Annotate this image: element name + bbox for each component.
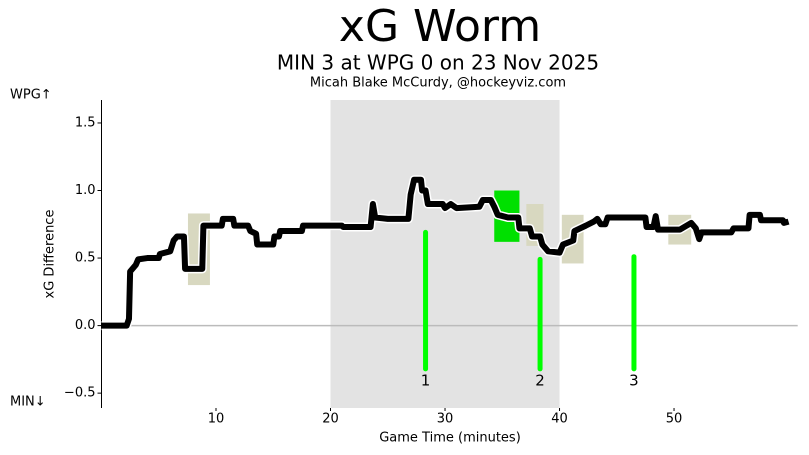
chart-subtitle: MIN 3 at WPG 0 on 23 Nov 2025 — [277, 51, 599, 75]
byline: Micah Blake McCurdy, @hockeyviz.com — [310, 76, 566, 91]
worm-line — [101, 176, 790, 329]
x-tick-label: 10 — [208, 412, 225, 427]
goal-label: 2 — [535, 371, 545, 389]
x-tick-label: 40 — [551, 412, 568, 427]
chart-title: xG Worm — [339, 1, 541, 52]
plot-area: −0.5 0.0 0.5 1.0 1.5 10 20 30 40 50 1 2 3 — [64, 100, 798, 427]
x-tick-label: 50 — [666, 412, 683, 427]
top-team-label: WPG↑ — [10, 88, 52, 103]
y-tick-label: 1.0 — [75, 183, 96, 198]
x-axis-title: Game Time (minutes) — [379, 431, 521, 446]
y-tick-label: 0.0 — [75, 318, 96, 333]
goal-label: 3 — [629, 371, 639, 389]
y-tick-label: 1.5 — [75, 115, 96, 130]
y-axis-title: xG Difference — [43, 210, 58, 299]
goal-label: 1 — [421, 371, 431, 389]
period-shading — [330, 100, 560, 408]
x-tick-label: 20 — [322, 412, 339, 427]
x-tick-label: 30 — [437, 412, 454, 427]
y-tick-label: −0.5 — [64, 386, 96, 401]
bottom-team-label: MIN↓ — [10, 395, 46, 410]
y-tick-label: 0.5 — [75, 251, 96, 266]
